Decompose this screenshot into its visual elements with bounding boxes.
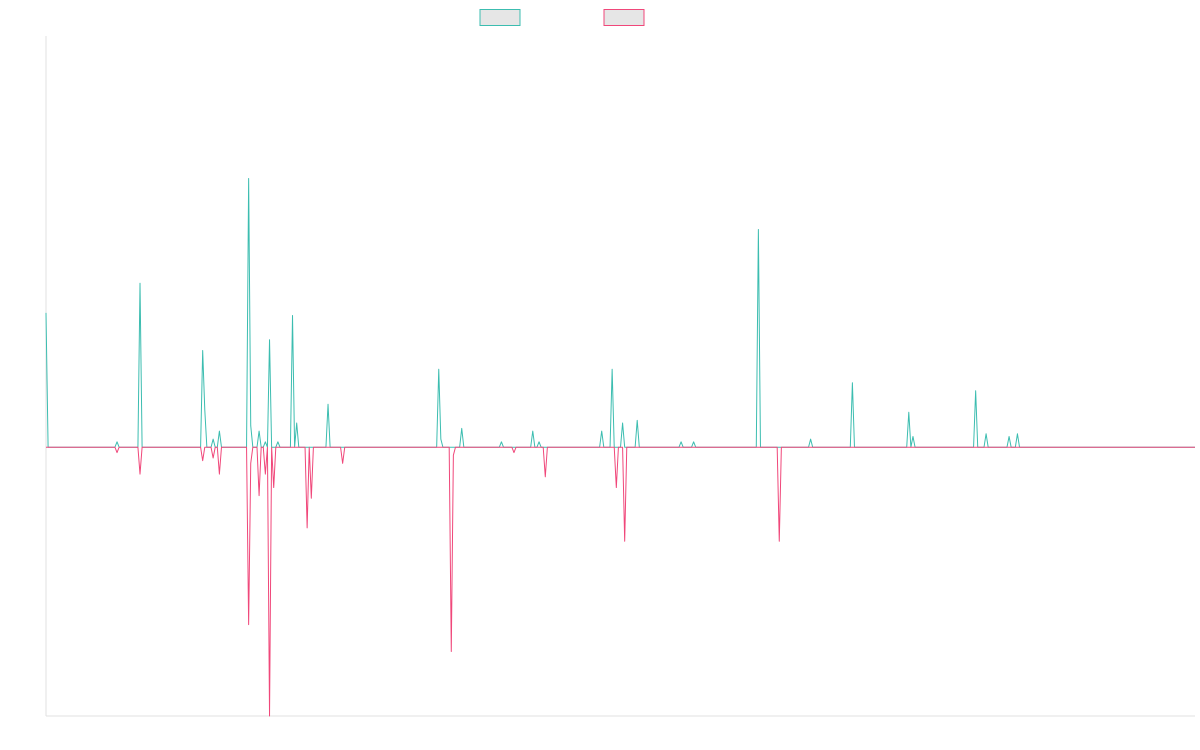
legend-item-1[interactable]	[479, 9, 521, 26]
series-layer	[45, 177, 1195, 717]
legend-item-2[interactable]	[603, 9, 645, 26]
legend-swatch-1	[479, 9, 521, 26]
series-line-1	[45, 177, 1195, 448]
axes	[45, 36, 1195, 717]
series-line-2	[46, 446, 1195, 717]
legend	[479, 9, 645, 26]
legend-swatch-2	[603, 9, 645, 26]
